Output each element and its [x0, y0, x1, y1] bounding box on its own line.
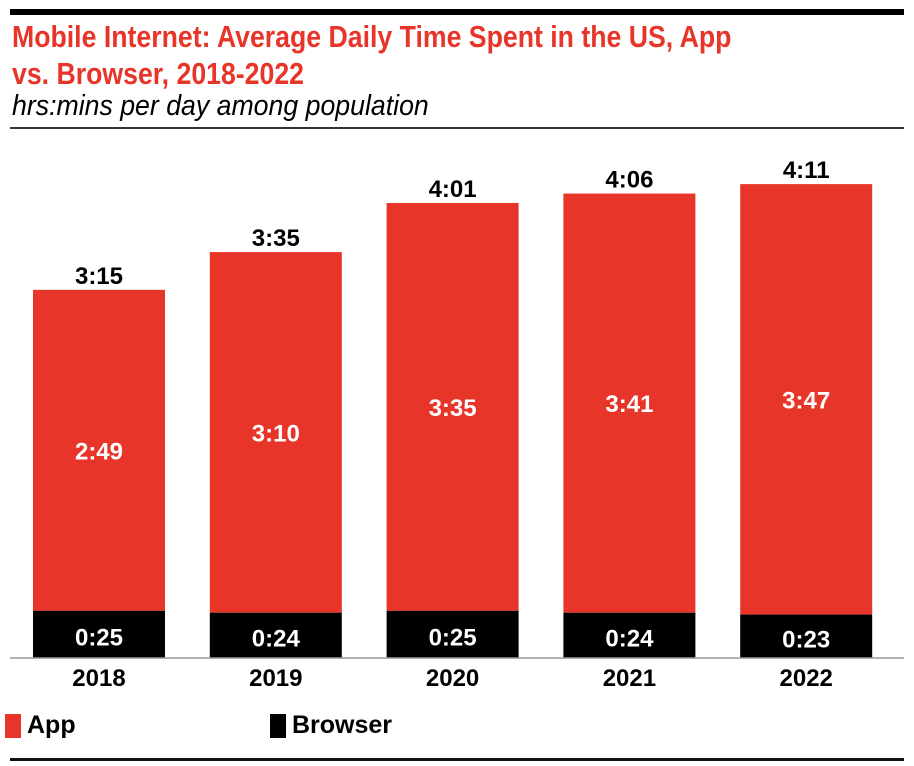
bottom-rule	[10, 758, 904, 761]
label-total-2020: 4:01	[429, 176, 477, 203]
label-total-2022: 4:11	[783, 157, 830, 184]
label-browser-2022: 0:23	[782, 626, 830, 653]
legend-swatch-browser	[270, 713, 286, 738]
header-rule	[10, 127, 904, 129]
x-tick-2019: 2019	[249, 665, 302, 692]
label-app-2022: 3:47	[782, 387, 830, 414]
label-app-2021: 3:41	[605, 391, 653, 418]
label-app-2019: 3:10	[252, 420, 300, 447]
legend-label-app: App	[27, 711, 76, 739]
label-app-2018: 2:49	[75, 438, 123, 465]
bar-browser-2021	[563, 612, 696, 658]
x-tick-2022: 2022	[780, 665, 833, 692]
label-browser-2021: 0:24	[605, 625, 654, 652]
label-total-2019: 3:35	[252, 225, 300, 252]
bar-app-2022	[740, 184, 873, 615]
legend-item-browser: Browser	[270, 711, 392, 740]
bar-browser-2020	[386, 610, 519, 658]
x-tick-2020: 2020	[426, 665, 479, 692]
label-browser-2020: 0:25	[429, 624, 477, 651]
title-line-2: vs. Browser, 2018-2022	[12, 56, 304, 91]
bar-browser-2022	[740, 614, 873, 658]
chart-title: Mobile Internet: Average Daily Time Spen…	[12, 18, 872, 92]
chart-subtitle: hrs:mins per day among population	[12, 90, 429, 122]
bar-browser-2018	[33, 610, 165, 658]
legend-label-browser: Browser	[292, 711, 393, 739]
label-total-2021: 4:06	[605, 167, 653, 194]
bar-app-2019	[209, 252, 342, 613]
legend-item-app: App	[5, 711, 76, 740]
title-line-1: Mobile Internet: Average Daily Time Spen…	[12, 19, 732, 54]
x-tick-2018: 2018	[72, 665, 125, 692]
top-border	[10, 9, 904, 15]
label-app-2020: 3:35	[429, 395, 477, 422]
bar-app-2021	[563, 193, 696, 613]
label-browser-2019: 0:24	[252, 625, 301, 652]
bar-browser-2019	[209, 612, 342, 658]
legend-swatch-app	[5, 713, 21, 738]
bar-app-2018	[33, 289, 165, 611]
x-tick-2021: 2021	[603, 665, 656, 692]
label-total-2018: 3:15	[75, 263, 123, 290]
label-browser-2018: 0:25	[75, 624, 123, 651]
bar-app-2020	[386, 202, 519, 611]
